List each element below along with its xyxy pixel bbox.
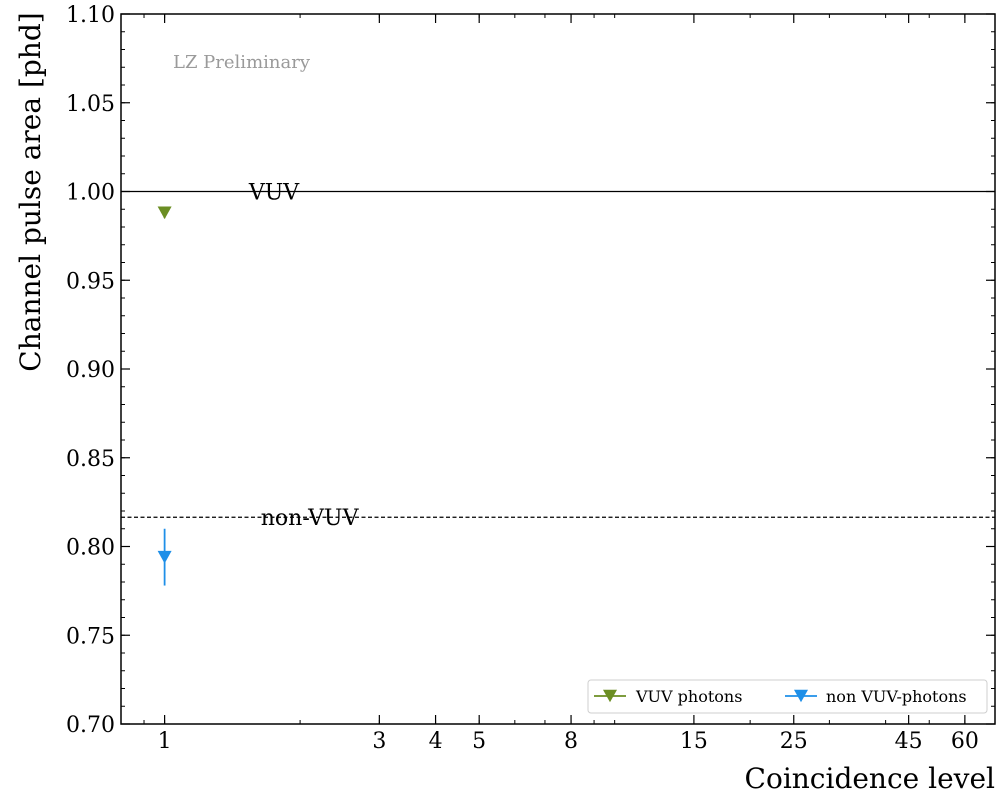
y-tick-label: 0.80: [66, 536, 115, 561]
reference-lines: VUV non-VUV: [121, 181, 995, 531]
y-tick-label: 0.90: [66, 358, 115, 383]
x-tick-label: 60: [951, 729, 979, 754]
y-tick-label: 1.00: [66, 181, 115, 206]
y-tick-label: 0.85: [66, 447, 115, 472]
y-tick-label: 0.75: [66, 624, 115, 649]
legend: VUV photons non VUV-photons: [587, 679, 988, 714]
x-tick-label: 3: [372, 729, 386, 754]
preliminary-annotation: LZ Preliminary: [173, 52, 311, 73]
reference-label-non-vuv: non-VUV: [261, 506, 360, 531]
y-tick-label: 0.70: [66, 713, 115, 738]
y-tick-label: 0.95: [66, 269, 115, 294]
y-tick-label: 1.10: [66, 3, 115, 28]
x-axis-title: Coincidence level: [745, 762, 996, 793]
tick-group: 0.700.750.800.850.900.951.001.051.101 3 4 5…: [66, 3, 996, 754]
legend-label: VUV photons: [635, 687, 742, 706]
legend-marker: [794, 689, 808, 703]
data-point: [157, 550, 172, 564]
x-tick-label: 8: [564, 729, 578, 754]
x-tick-label: 1: [158, 729, 172, 754]
x-tick-label: 4: [429, 729, 443, 754]
legend-label: non VUV-photons: [826, 687, 967, 706]
x-tick-label: 15: [680, 729, 708, 754]
plot-frame: [120, 13, 996, 725]
x-tick-label: 45: [895, 729, 923, 754]
x-tick-label: 25: [780, 729, 808, 754]
data-marks: [157, 206, 172, 586]
x-tick-label: 5: [472, 729, 486, 754]
reference-label-vuv: VUV: [248, 181, 300, 206]
y-axis-title: Channel pulse area [phd]: [14, 12, 47, 371]
legend-marker: [603, 689, 617, 703]
data-point: [157, 206, 172, 220]
y-tick-label: 1.05: [66, 92, 115, 117]
